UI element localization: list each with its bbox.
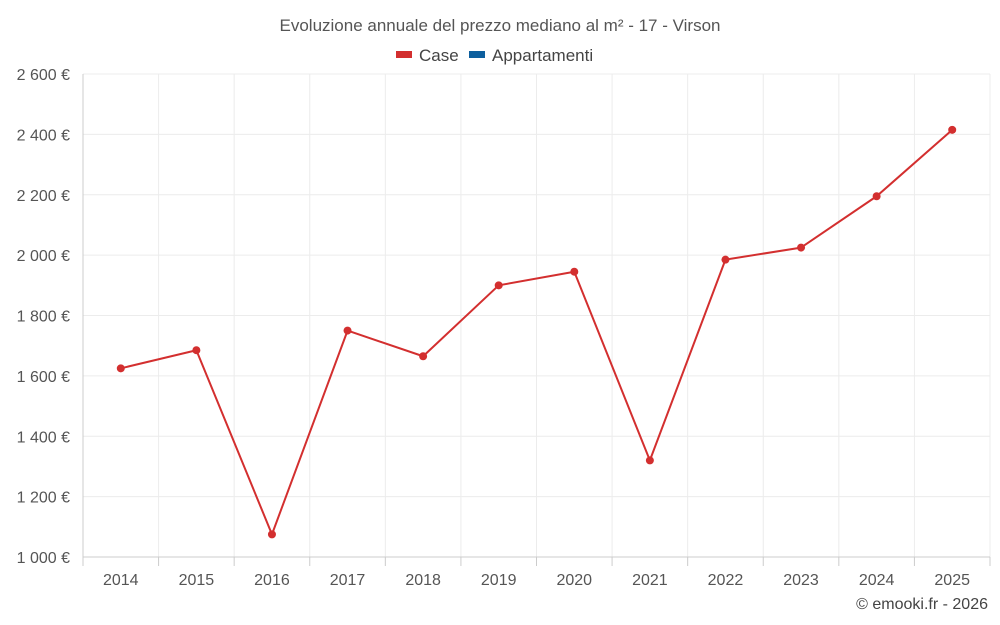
legend-label-appartamenti: Appartamenti xyxy=(492,46,593,65)
x-tick-label: 2021 xyxy=(632,572,668,589)
y-tick-label: 1 200 € xyxy=(17,490,70,507)
credit-text: © emooki.fr - 2026 xyxy=(856,596,988,613)
series-line-case xyxy=(120,129,953,536)
legend-swatch-appartamenti xyxy=(469,51,485,58)
legend-swatch-case xyxy=(396,51,412,58)
data-point xyxy=(419,352,428,361)
x-tick-label: 2014 xyxy=(103,572,139,589)
x-tick-label: 2020 xyxy=(556,572,592,589)
data-point xyxy=(343,326,352,335)
data-point xyxy=(192,346,201,355)
data-point xyxy=(116,364,125,373)
y-tick-label: 2 200 € xyxy=(17,188,70,205)
x-axis-ticks: 2014 2015 2016 2017 2018 2019 2020 2021 2022 2023… xyxy=(103,572,970,589)
data-point xyxy=(797,243,806,252)
x-tick-label: 2025 xyxy=(934,572,970,589)
x-tick-label: 2024 xyxy=(859,572,895,589)
data-point xyxy=(570,267,579,276)
x-tick-label: 2017 xyxy=(330,572,366,589)
data-point xyxy=(494,281,503,290)
y-axis-ticks: 1 000 € 1 200 € 1 400 € 1 600 € 1 800 € 2 000… xyxy=(17,67,70,567)
y-tick-label: 1 400 € xyxy=(17,429,70,446)
chart-title: Evoluzione annuale del prezzo mediano al… xyxy=(280,16,721,35)
y-tick-label: 1 000 € xyxy=(17,550,70,567)
y-tick-label: 1 800 € xyxy=(17,309,70,326)
data-point xyxy=(721,255,730,264)
y-tick-label: 2 000 € xyxy=(17,248,70,265)
x-tick-label: 2019 xyxy=(481,572,517,589)
legend-label-case: Case xyxy=(419,46,459,65)
x-tick-label: 2018 xyxy=(405,572,441,589)
grid xyxy=(83,73,991,557)
data-point xyxy=(948,125,957,134)
x-tick-label: 2016 xyxy=(254,572,290,589)
y-tick-label: 2 400 € xyxy=(17,127,70,144)
x-tick-label: 2023 xyxy=(783,572,819,589)
data-point xyxy=(645,456,654,465)
data-point xyxy=(267,530,276,539)
y-tick-label: 1 600 € xyxy=(17,369,70,386)
x-tick-label: 2015 xyxy=(179,572,215,589)
series xyxy=(116,125,957,539)
axes xyxy=(82,74,991,566)
x-tick-label: 2022 xyxy=(708,572,744,589)
legend-item-appartamenti[interactable]: Appartamenti xyxy=(469,46,593,65)
y-tick-label: 2 600 € xyxy=(17,67,70,84)
legend: Case Appartamenti xyxy=(396,46,593,65)
legend-item-case[interactable]: Case xyxy=(396,46,459,65)
data-point xyxy=(872,192,881,201)
